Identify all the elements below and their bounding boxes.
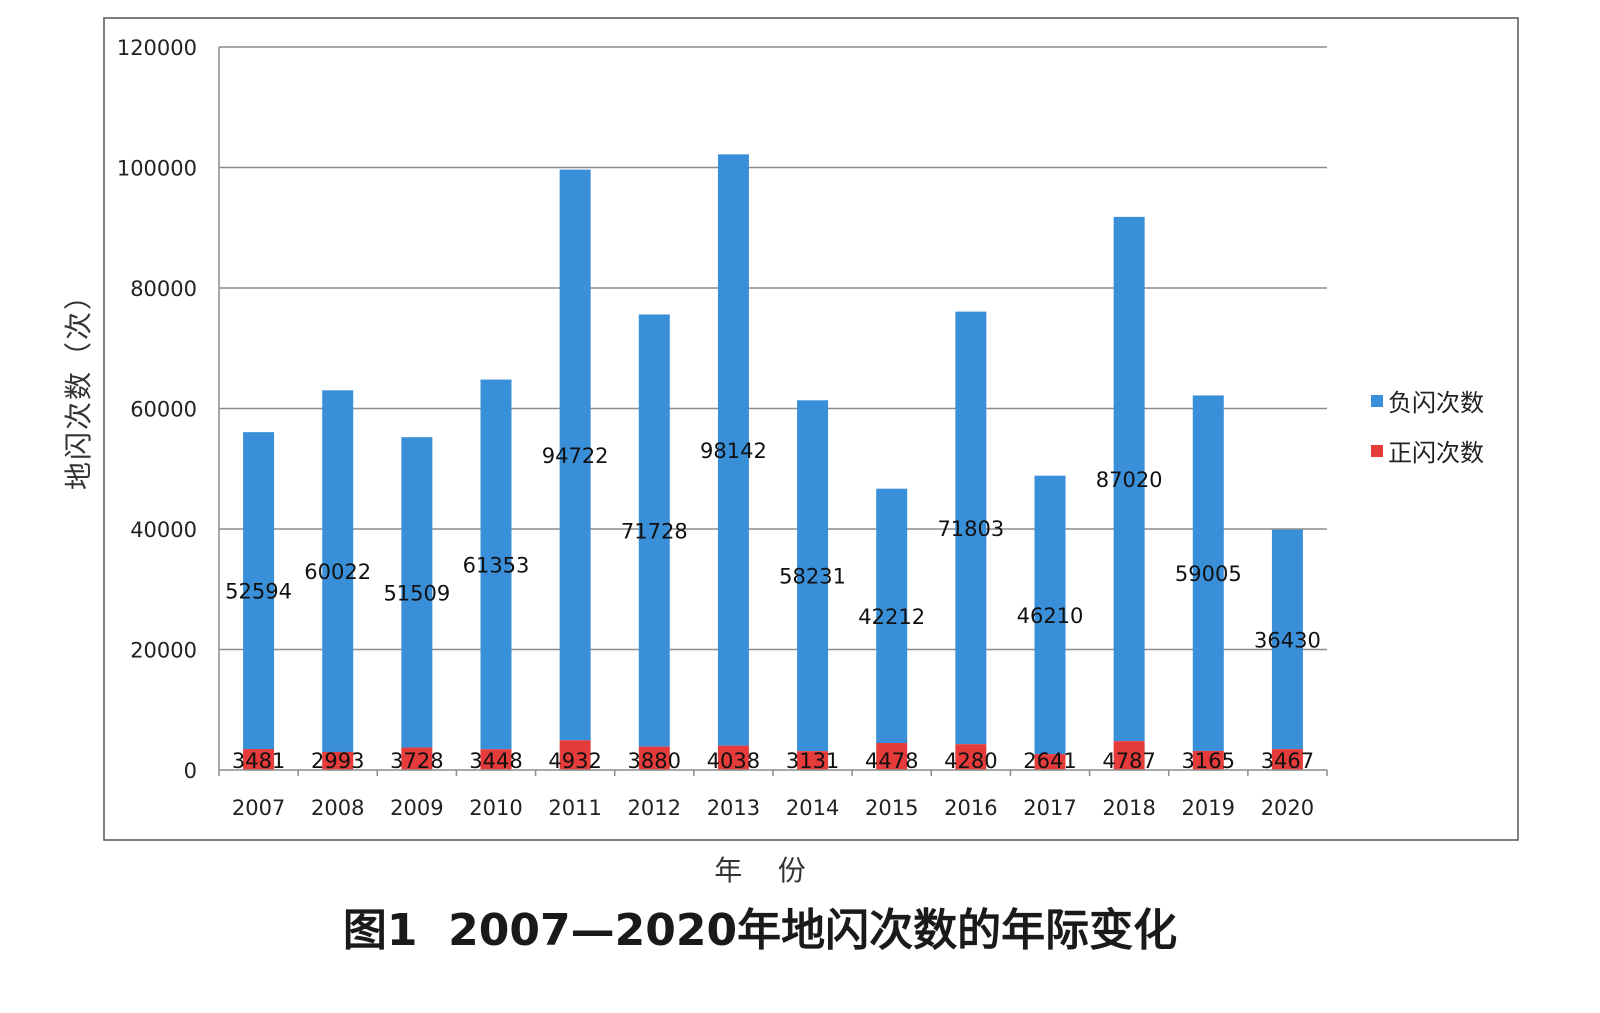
chart-frame <box>103 17 1519 841</box>
data-label-negative: 42212 <box>858 605 925 629</box>
bar-positive-2019 <box>1192 750 1224 770</box>
bar-negative-2008 <box>322 390 354 752</box>
data-label-positive: 3728 <box>390 749 443 773</box>
data-label-negative: 61353 <box>463 553 530 577</box>
bar-positive-2010 <box>480 749 512 770</box>
x-tick-label: 2012 <box>628 796 681 820</box>
bar-negative-2017 <box>1034 475 1066 755</box>
data-label-positive: 2993 <box>311 749 364 773</box>
bar-negative-2012 <box>638 314 670 747</box>
bar-negative-2020 <box>1271 529 1303 750</box>
bar-negative-2010 <box>480 379 512 750</box>
data-label-positive: 3467 <box>1261 749 1314 773</box>
data-label-negative: 71728 <box>621 520 688 544</box>
data-label-negative: 94722 <box>542 444 609 468</box>
data-label-positive: 4280 <box>944 749 997 773</box>
bar-negative-2019 <box>1192 395 1224 751</box>
legend-label: 正闪次数 <box>1388 439 1484 467</box>
bar-positive-2014 <box>797 751 829 770</box>
bar-negative-2018 <box>1113 216 1145 742</box>
x-tick-label: 2007 <box>232 796 285 820</box>
x-tick-label: 2020 <box>1261 796 1314 820</box>
y-tick-label: 60000 <box>130 398 197 422</box>
y-tick-label: 20000 <box>130 639 197 663</box>
bar-positive-2015 <box>876 743 908 770</box>
y-tick-label: 80000 <box>130 277 197 301</box>
x-tick-label: 2017 <box>1023 796 1076 820</box>
y-tick-label: 120000 <box>117 36 197 60</box>
bar-positive-2017 <box>1034 754 1066 770</box>
bar-negative-2013 <box>717 154 749 746</box>
bar-positive-2013 <box>717 745 749 770</box>
data-labels: 52594 3481 60022 2993 51509 3728 61353 3448 9472… <box>225 439 1321 773</box>
data-label-positive: 4932 <box>548 749 601 773</box>
x-axis-label: 年 份 <box>714 854 806 887</box>
legend-swatch <box>1371 395 1383 407</box>
gridlines <box>219 46 1327 651</box>
legend-label: 负闪次数 <box>1388 389 1484 417</box>
bar-positive-2011 <box>559 740 591 770</box>
y-tick-label: 100000 <box>117 157 197 181</box>
x-tick-label: 2015 <box>865 796 918 820</box>
data-label-negative: 98142 <box>700 439 767 463</box>
bar-negative-2009 <box>401 437 433 748</box>
bar-positive-2012 <box>638 746 670 770</box>
bar-positive-2018 <box>1113 741 1145 770</box>
bar-negative-2007 <box>243 432 275 750</box>
data-label-negative: 36430 <box>1254 628 1321 652</box>
data-label-positive: 2641 <box>1023 749 1076 773</box>
data-label-positive: 3131 <box>786 749 839 773</box>
data-label-negative: 52594 <box>225 580 292 604</box>
x-tick-label: 2019 <box>1182 796 1235 820</box>
bars <box>243 154 1303 770</box>
x-tick-label: 2018 <box>1102 796 1155 820</box>
x-tick-label: 2009 <box>390 796 443 820</box>
data-label-negative: 58231 <box>779 565 846 589</box>
bar-positive-2009 <box>401 747 433 770</box>
x-tick-label: 2010 <box>469 796 522 820</box>
data-label-negative: 46210 <box>1017 604 1084 628</box>
axes: 0 20000 40000 60000 80000 100000 120000 2007 200… <box>117 36 1328 820</box>
figure-caption: 图1 2007—2020年地闪次数的年际变化 <box>343 905 1177 956</box>
bar-positive-2007 <box>243 749 275 770</box>
x-tick-label: 2014 <box>786 796 839 820</box>
data-label-positive: 4038 <box>707 749 760 773</box>
bar-positive-2016 <box>955 744 987 770</box>
bar-negative-2011 <box>559 169 591 741</box>
data-label-positive: 4787 <box>1102 749 1155 773</box>
x-tick-label: 2016 <box>944 796 997 820</box>
bar-negative-2015 <box>876 488 908 744</box>
data-label-positive: 3481 <box>232 749 285 773</box>
bar-negative-2014 <box>797 400 829 752</box>
bar-positive-2020 <box>1271 749 1303 770</box>
x-tick-label: 2011 <box>548 796 601 820</box>
legend-swatch <box>1371 445 1383 457</box>
data-label-negative: 51509 <box>383 581 450 605</box>
data-label-negative: 71803 <box>937 517 1004 541</box>
data-label-positive: 4478 <box>865 749 918 773</box>
data-label-negative: 59005 <box>1175 562 1242 586</box>
x-tick-label: 2008 <box>311 796 364 820</box>
data-label-positive: 3165 <box>1182 749 1235 773</box>
y-tick-label: 40000 <box>130 518 197 542</box>
bar-positive-2008 <box>322 751 354 770</box>
y-axis-label: 地闪次数（次） <box>62 280 95 490</box>
bar-negative-2016 <box>955 311 987 745</box>
data-label-negative: 60022 <box>304 560 371 584</box>
y-tick-label: 0 <box>184 759 197 783</box>
x-tick-label: 2013 <box>707 796 760 820</box>
data-label-positive: 3880 <box>628 749 681 773</box>
data-label-positive: 3448 <box>469 749 522 773</box>
data-label-negative: 87020 <box>1096 468 1163 492</box>
